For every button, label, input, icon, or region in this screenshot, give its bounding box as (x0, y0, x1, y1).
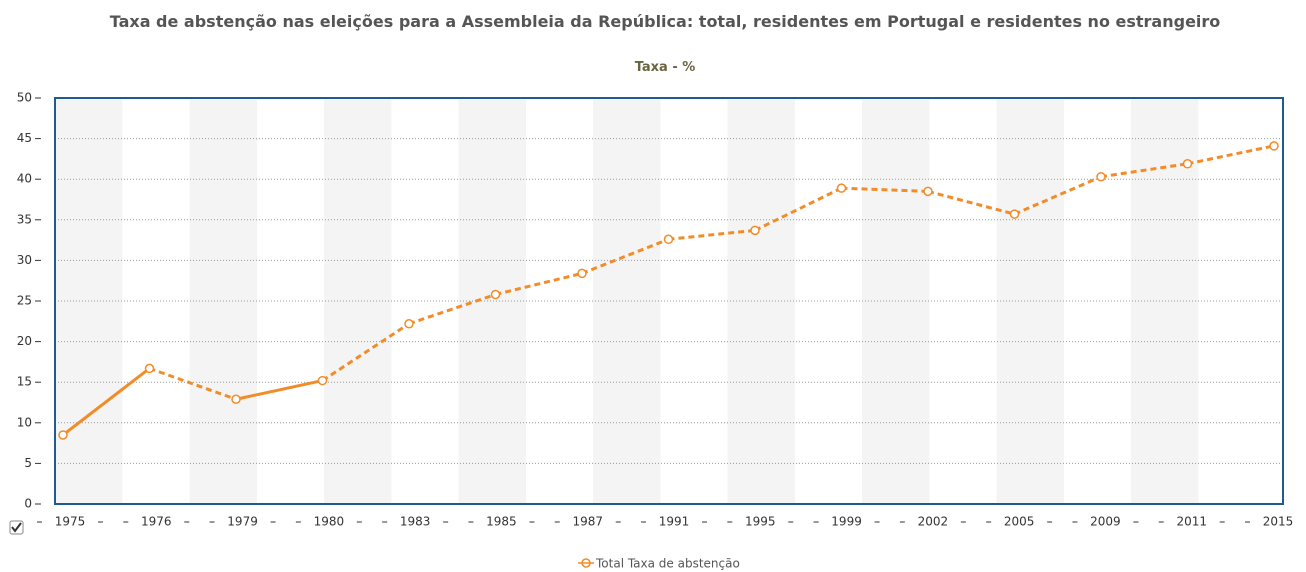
chart-subtitle: Taxa - % (634, 60, 696, 75)
line-segment (408, 293, 496, 326)
x-tick-label: 1976 (141, 515, 172, 529)
x-tick-label: 1980 (314, 515, 345, 529)
line-segment (148, 366, 237, 401)
marker (1009, 209, 1020, 219)
x-tick-label: 2005 (1004, 515, 1035, 529)
x-tick-label: 1987 (572, 515, 603, 529)
line-segment (1013, 175, 1102, 216)
marker (231, 394, 241, 405)
y-tick-label: 30 (17, 253, 32, 267)
marker (1096, 172, 1106, 182)
x-tick-label: 2015 (1263, 515, 1294, 529)
marker (1269, 141, 1279, 151)
marker (404, 318, 414, 329)
x-tick-label: 2011 (1176, 515, 1207, 529)
line-segment (754, 186, 843, 232)
y-tick-label: 35 (17, 212, 32, 226)
band (593, 98, 661, 504)
x-tick-label: 2009 (1090, 515, 1121, 529)
x-tick-label: 2002 (918, 515, 949, 529)
plot-border (54, 97, 1284, 505)
marker (663, 234, 674, 245)
marker (490, 289, 501, 300)
x-tick-label: 1975 (55, 515, 86, 529)
band (458, 98, 526, 504)
marker (144, 363, 155, 374)
y-tick-label: 20 (17, 334, 32, 348)
x-tick-label: 1985 (486, 515, 517, 529)
marker (836, 183, 847, 193)
chart-title: Taxa de abstenção nas eleições para a As… (109, 12, 1221, 31)
y-tick-label: 50 (17, 91, 32, 105)
legend-label: Total Taxa de abstenção (595, 557, 740, 571)
x-tick-label: 1995 (745, 515, 776, 529)
marker (58, 430, 68, 440)
marker (1182, 159, 1193, 169)
band (324, 98, 392, 504)
y-tick-label: 10 (17, 415, 32, 429)
line-segment (1100, 162, 1188, 179)
band (727, 98, 795, 504)
x-tick-label: 1983 (400, 515, 431, 529)
y-tick-label: 40 (17, 172, 32, 186)
y-tick-label: 25 (17, 294, 32, 308)
line-segment (495, 271, 583, 296)
checkbox[interactable] (9, 520, 24, 535)
marker (750, 225, 760, 236)
y-tick-label: 45 (17, 131, 32, 145)
y-tick-label: 15 (17, 375, 32, 389)
marker (317, 375, 328, 386)
x-tick-label: 1991 (659, 515, 690, 529)
x-tick-label: 1979 (227, 515, 258, 529)
marker (577, 268, 587, 279)
line-segment (1187, 144, 1275, 166)
x-tick-label: 1999 (831, 515, 862, 529)
line-segment (927, 189, 1015, 216)
line-segment (321, 322, 410, 382)
line-segment (668, 228, 756, 241)
line-segment (62, 367, 151, 437)
line-segment (235, 379, 323, 401)
y-tick-label: 5 (24, 456, 32, 470)
line-segment (581, 237, 670, 275)
marker (923, 186, 933, 197)
line-segment (841, 186, 929, 193)
y-tick-label: 0 (24, 497, 32, 511)
